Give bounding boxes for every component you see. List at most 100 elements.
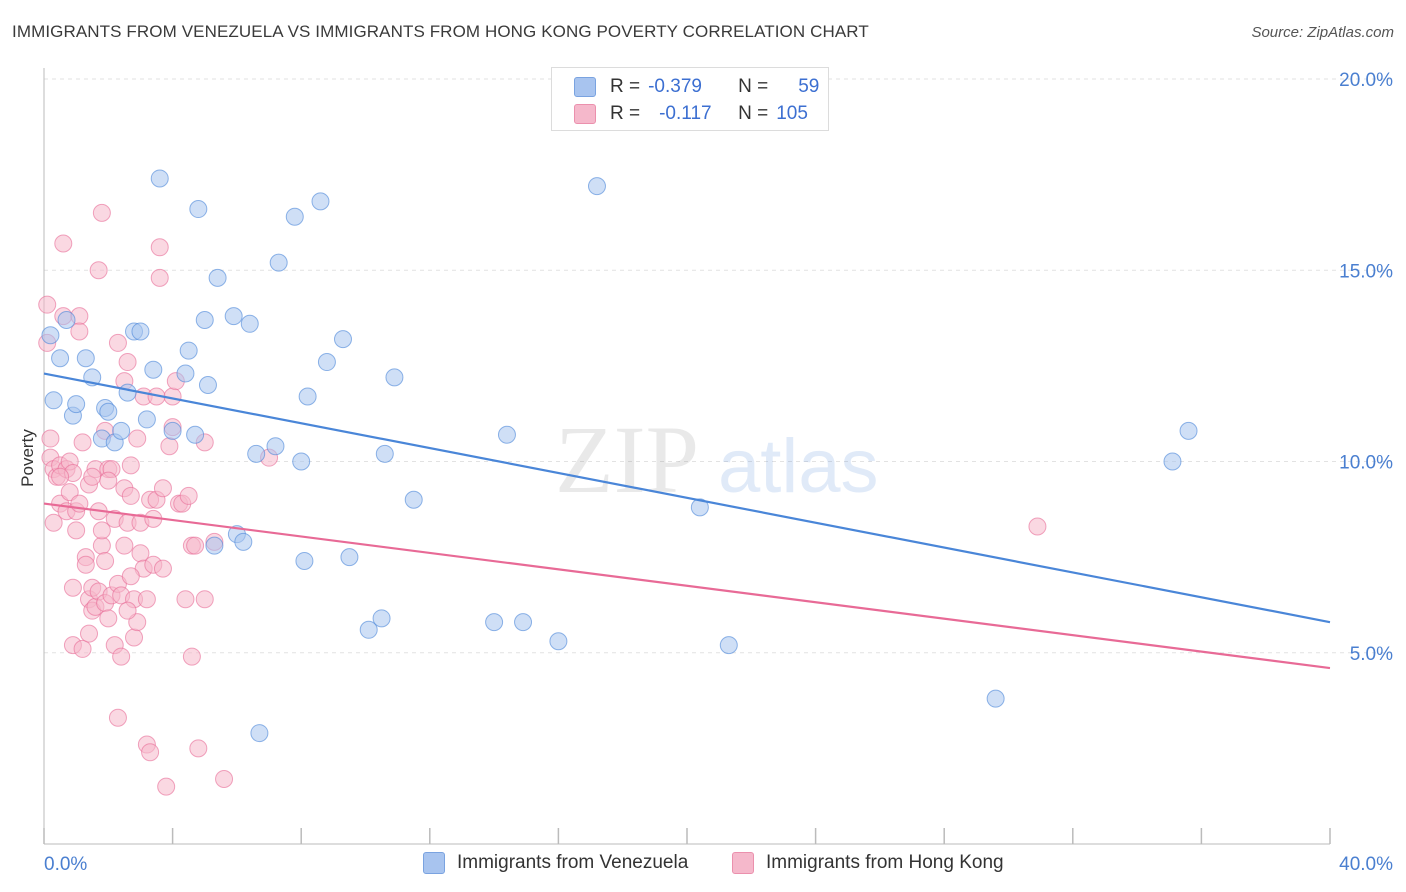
point-hong-kong xyxy=(92,203,111,222)
legend-row-hong-kong: R = -0.117 N = 105 xyxy=(552,100,808,128)
point-hong-kong xyxy=(108,333,127,352)
point-hong-kong xyxy=(118,353,137,372)
point-venezuela xyxy=(186,425,205,444)
point-venezuela xyxy=(298,387,317,406)
watermark-atlas: atlas xyxy=(718,424,879,509)
trend-line-venezuela xyxy=(43,372,1331,624)
tick-labels: 5.0% 10.0% 15.0% 20.0% 0.0% 40.0% xyxy=(44,70,1393,875)
point-hong-kong xyxy=(99,609,118,628)
point-venezuela xyxy=(285,207,304,226)
point-hong-kong xyxy=(38,295,57,314)
legend-r-label: R = xyxy=(610,76,641,97)
point-venezuela xyxy=(485,613,504,632)
legend-n-value: 105 xyxy=(776,103,808,124)
point-hong-kong xyxy=(121,486,140,505)
x-tick-label: 40.0% xyxy=(1339,854,1393,875)
point-venezuela xyxy=(41,326,60,345)
point-venezuela xyxy=(240,314,259,333)
point-hong-kong xyxy=(92,536,111,555)
point-hong-kong xyxy=(96,551,115,570)
legend-item-hong-kong: Immigrants from Hong Kong xyxy=(732,852,1004,874)
point-hong-kong xyxy=(125,628,144,647)
chart-title: IMMIGRANTS FROM VENEZUELA VS IMMIGRANTS … xyxy=(12,22,869,41)
y-tick-label: 15.0% xyxy=(1339,261,1393,282)
x-tick-label: 0.0% xyxy=(44,854,87,875)
point-venezuela xyxy=(587,177,606,196)
point-venezuela xyxy=(76,349,95,368)
point-venezuela xyxy=(311,192,330,211)
point-venezuela xyxy=(198,376,217,394)
point-venezuela xyxy=(247,444,266,463)
point-venezuela xyxy=(295,551,314,570)
legend-label-venezuela: Immigrants from Venezuela xyxy=(457,852,689,873)
point-hong-kong xyxy=(112,647,131,666)
point-hong-kong xyxy=(99,471,118,490)
point-hong-kong xyxy=(150,268,169,287)
point-hong-kong xyxy=(51,467,70,486)
point-hong-kong xyxy=(157,777,176,796)
point-hong-kong xyxy=(60,483,79,502)
point-venezuela xyxy=(549,632,568,651)
point-venezuela xyxy=(150,169,169,188)
point-venezuela xyxy=(292,452,311,471)
trend-line-hong-kong xyxy=(43,502,1331,670)
y-tick-label: 20.0% xyxy=(1339,70,1393,91)
point-hong-kong xyxy=(150,238,169,257)
point-hong-kong xyxy=(63,578,82,597)
trend-lines xyxy=(43,372,1331,670)
point-venezuela xyxy=(719,636,738,655)
point-hong-kong xyxy=(89,261,108,280)
point-venezuela xyxy=(266,437,285,456)
point-venezuela xyxy=(404,490,423,509)
y-tick-label: 10.0% xyxy=(1339,453,1393,474)
point-venezuela xyxy=(385,368,404,387)
point-venezuela xyxy=(1179,421,1198,440)
point-venezuela xyxy=(163,421,182,440)
point-hong-kong xyxy=(153,479,172,498)
point-hong-kong xyxy=(195,590,214,609)
series-venezuela-points xyxy=(41,169,1198,743)
source-label: Source: ZipAtlas.com xyxy=(1251,24,1394,41)
point-venezuela xyxy=(131,322,150,341)
series-hong-kong-points xyxy=(38,203,1047,796)
legend-r-label: R = xyxy=(610,103,641,124)
legend-row-venezuela: R = -0.379 N = 59 xyxy=(552,73,819,101)
point-venezuela xyxy=(176,364,195,383)
point-venezuela xyxy=(57,310,76,329)
point-hong-kong xyxy=(189,739,208,758)
point-venezuela xyxy=(986,689,1005,708)
point-venezuela xyxy=(497,425,516,444)
point-hong-kong xyxy=(186,536,205,555)
point-venezuela xyxy=(44,391,63,410)
point-hong-kong xyxy=(83,467,102,486)
point-hong-kong xyxy=(215,769,234,788)
point-hong-kong xyxy=(73,639,92,658)
point-venezuela xyxy=(118,383,137,402)
point-venezuela xyxy=(208,268,227,287)
legend-n-value: 59 xyxy=(798,76,820,97)
point-venezuela xyxy=(333,330,352,349)
point-hong-kong xyxy=(76,555,95,574)
series-legend: Immigrants from Venezuela Immigrants fro… xyxy=(0,852,1406,878)
legend-swatch-hong-kong xyxy=(732,852,754,874)
point-hong-kong xyxy=(73,433,92,452)
point-hong-kong xyxy=(128,429,147,448)
legend-swatch-venezuela xyxy=(574,77,596,97)
legend-swatch-hong-kong xyxy=(574,104,596,124)
point-hong-kong xyxy=(44,513,63,532)
point-venezuela xyxy=(372,609,391,628)
point-venezuela xyxy=(375,444,394,463)
point-hong-kong xyxy=(115,536,134,555)
point-hong-kong xyxy=(179,486,198,505)
point-venezuela xyxy=(359,620,378,639)
point-hong-kong xyxy=(67,521,86,540)
point-hong-kong xyxy=(41,429,60,448)
point-venezuela xyxy=(144,360,163,379)
point-venezuela xyxy=(224,307,243,326)
point-venezuela xyxy=(137,410,156,429)
point-venezuela xyxy=(317,353,336,372)
legend-swatch-venezuela xyxy=(423,852,445,874)
legend-item-venezuela: Immigrants from Venezuela xyxy=(423,852,688,874)
point-hong-kong xyxy=(182,647,201,666)
